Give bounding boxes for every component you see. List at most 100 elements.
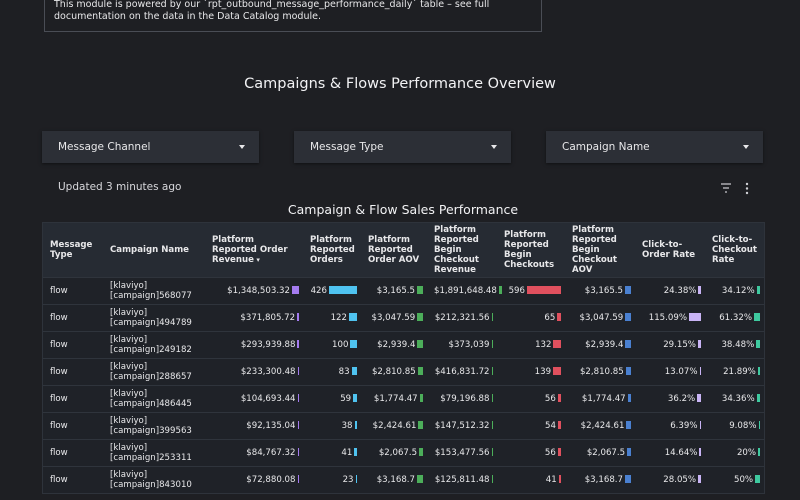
data-bar [350,340,357,348]
metric-cell: $125,811.48 [427,466,497,493]
data-bar [491,394,493,402]
column-header: Message Type [43,223,103,278]
metric-cell: 6.39% [635,412,705,440]
metric-value: $92,135.04 [246,421,296,431]
metric-value: 115.09% [648,313,687,323]
data-bar [297,475,299,483]
data-bar [558,475,561,483]
toolbar-icons[interactable] [718,180,758,196]
metric-cell: 56 [497,385,565,413]
metric-value: 122 [330,313,347,323]
metric-cell: $2,424.61 [361,412,427,440]
metric-value: 21.89% [723,367,756,377]
data-bar [697,340,701,348]
metric-value: $3,168.7 [584,475,623,485]
metric-value: $84,767.32 [246,448,296,458]
filter-label: Message Channel [58,141,151,153]
metric-value: $373,039 [448,340,490,350]
metric-value: 36.2% [667,394,696,404]
metric-cell: 426 [303,277,361,305]
table-row: flow [klaviyo] [campaign]249182 $293,939.8… [43,331,764,359]
metric-value: 426 [310,286,327,296]
message-type: flow [43,385,103,413]
data-bar [354,448,357,456]
metric-cell: $3,165.5 [361,277,427,305]
data-table: Message Type Campaign Name Platform Report… [42,222,765,494]
metric-cell: 23 [303,466,361,493]
data-bar [419,394,423,402]
metric-cell: $3,168.7 [565,466,635,493]
message-type: flow [43,331,103,359]
metric-value: $233,300.48 [240,367,296,377]
metric-value: 23 [342,475,354,485]
metric-cell: 596 [497,277,565,305]
data-bar [353,394,357,402]
filter-dropdown[interactable]: Message Channel [42,131,259,163]
table-row: flow [klaviyo] [campaign]399563 $92,135.04… [43,412,764,440]
metric-value: $104,693.44 [240,394,296,404]
column-header: Platform Reported Orders [303,223,361,278]
metric-cell: 41 [303,439,361,467]
data-bar [699,448,701,456]
metric-value: $2,424.61 [372,421,417,431]
filter-dropdown[interactable]: Campaign Name [546,131,763,163]
filter-dropdown[interactable]: Message Type [294,131,511,163]
data-bar [491,475,493,483]
data-bar [417,340,423,348]
metric-value: 29.15% [663,340,696,350]
metric-value: 83 [338,367,350,377]
data-bar [625,340,631,348]
metric-cell: 20% [705,439,764,467]
metric-cell: 9.08% [705,412,764,440]
campaign-name: [klaviyo] [campaign]486445 [103,385,205,413]
metric-value: $153,477.56 [434,448,490,458]
metric-value: 61.32% [719,313,752,323]
data-bar [351,367,357,375]
data-bar [297,394,299,402]
metric-cell: 36.2% [635,385,705,413]
data-bar [553,367,561,375]
metric-value: 9.08% [729,421,757,431]
metric-value: $125,811.48 [434,475,490,485]
metric-value: 65 [544,313,556,323]
data-bar [755,475,760,483]
metric-value: 13.07% [664,367,698,377]
metric-cell: $72,880.08 [205,466,303,493]
metric-value: $3,047.59 [579,313,624,323]
metric-cell: $2,067.5 [565,439,635,467]
data-bar [491,367,493,375]
campaign-name: [klaviyo] [campaign]399563 [103,412,205,440]
metric-value: 59 [340,394,352,404]
metric-cell: 34.12% [705,277,764,305]
message-type: flow [43,277,103,305]
metric-value: 34.12% [721,286,755,296]
metric-value: $3,168.7 [376,475,415,485]
metric-value: $3,047.59 [371,313,416,323]
message-type: flow [43,412,103,440]
campaign-name: [klaviyo] [campaign]843010 [103,466,205,493]
metric-cell: $2,424.61 [565,412,635,440]
table-row: flow [klaviyo] [campaign]253311 $84,767.32… [43,439,764,467]
campaign-name: [klaviyo] [campaign]253311 [103,439,205,467]
data-bar [698,475,701,483]
metric-cell: $2,810.85 [565,358,635,386]
data-bar [553,340,561,348]
metric-cell: $373,039 [427,331,497,359]
metric-cell: 83 [303,358,361,386]
data-bar [491,448,493,456]
column-header: Click-to-Checkout Rate [705,223,764,278]
data-bar [625,475,631,483]
data-bar [758,448,760,456]
data-bar [627,448,631,456]
metric-cell: 13.07% [635,358,705,386]
data-bar [626,421,631,429]
metric-value: $72,880.08 [246,475,296,485]
data-bar [699,367,701,375]
metric-cell: $79,196.88 [427,385,497,413]
metric-cell: $212,321.56 [427,304,497,332]
message-type: flow [43,358,103,386]
metric-value: 54 [544,421,556,431]
data-bar [557,448,561,456]
metric-cell: $2,067.5 [361,439,427,467]
metric-value: $3,165.5 [376,286,416,296]
